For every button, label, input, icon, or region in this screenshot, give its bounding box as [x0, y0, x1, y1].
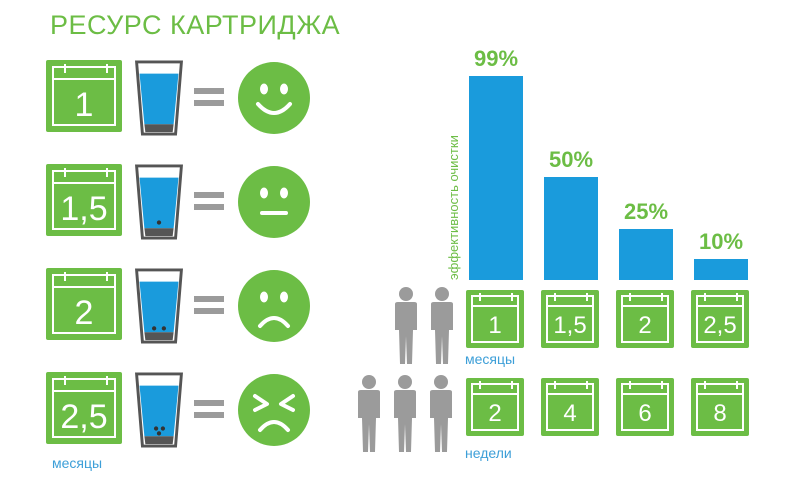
calendar-number: 2,5: [60, 397, 108, 436]
resource-row: 1,5: [46, 164, 310, 244]
calendar-number: 1,5: [553, 312, 587, 339]
bar: [544, 177, 598, 280]
week-calendar-icon: 6: [616, 378, 674, 436]
three-people-icon: [358, 375, 452, 452]
bar-value-label: 25%: [623, 198, 669, 224]
bar-value-label: 99%: [473, 46, 519, 72]
equals-icon: [194, 400, 224, 420]
calendar-number: 2: [638, 312, 652, 339]
week-calendar-icon: 4: [541, 378, 599, 436]
calendar-number: 2: [74, 293, 94, 332]
resource-row: 1: [46, 60, 310, 140]
neutral-face-icon: [238, 166, 310, 238]
calendar-icon: 2: [46, 268, 122, 340]
month-calendar-icon: 1,5: [541, 290, 599, 348]
calendar-number: 6: [638, 400, 652, 427]
calendar-number: 1: [488, 312, 502, 339]
angry-face-icon: [238, 374, 310, 446]
week-calendar-icon: 8: [691, 378, 749, 436]
y-axis-label: эффективность очистки: [446, 135, 461, 280]
calendar-icon: 1: [46, 60, 122, 132]
month-calendar-icon: 2,5: [691, 290, 749, 348]
bar: [619, 228, 673, 280]
sad-face-icon: [238, 270, 310, 342]
bar-value-label: 50%: [548, 147, 594, 172]
resource-row: 2,5: [46, 372, 310, 452]
calendar-number: 2: [488, 400, 502, 427]
equals-icon: [194, 88, 224, 108]
water-glass-icon: [135, 372, 183, 448]
calendar-number: 2,5: [703, 312, 737, 339]
bar: [469, 76, 523, 280]
calendar-number: 1,5: [60, 189, 108, 228]
water-glass-icon: [135, 268, 183, 344]
x-unit-secondary-label: недели: [465, 445, 512, 461]
calendar-icon: 1,5: [46, 164, 122, 236]
calendar-number: 8: [713, 400, 727, 427]
bar-value-label: 10%: [698, 229, 744, 255]
week-calendar-icon: 2: [466, 378, 524, 436]
calendar-number: 4: [563, 400, 577, 427]
month-calendar-icon: 1: [466, 290, 524, 348]
bar: [694, 259, 748, 280]
water-glass-icon: [135, 60, 183, 136]
resource-row: 2: [46, 268, 310, 348]
calendar-icon: 2,5: [46, 372, 122, 444]
happy-face-icon: [238, 62, 310, 134]
x-unit-primary-label: месяцы: [465, 351, 516, 367]
water-glass-icon: [135, 164, 183, 240]
equals-icon: [194, 296, 224, 316]
page-title: РЕСУРС КАРТРИДЖА: [50, 10, 341, 40]
two-people-icon: [395, 287, 453, 364]
equals-icon: [194, 192, 224, 212]
calendar-number: 1: [74, 85, 94, 124]
month-calendar-icon: 2: [616, 290, 674, 348]
left-unit-label: месяцы: [52, 455, 103, 471]
